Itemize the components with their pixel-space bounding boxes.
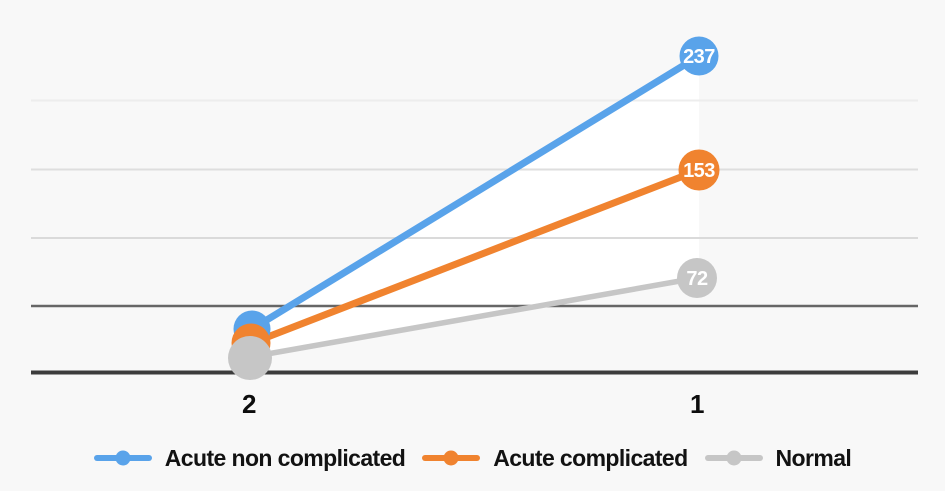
legend-marker-blue-icon <box>93 450 152 466</box>
chart-legend: Acute non complicated Acute complicated … <box>0 438 945 478</box>
point-marker-acute-non-complicated-x1[interactable] <box>679 36 719 76</box>
data-label-acute-non-complicated: 237 <box>683 46 715 68</box>
point-marker-acute-complicated-x1[interactable] <box>678 149 720 191</box>
x-tick-label-2: 2 <box>242 389 256 419</box>
legend-item-normal[interactable]: Normal <box>704 444 852 472</box>
series-band-fill <box>250 56 699 357</box>
legend-marker-orange-icon <box>422 450 481 466</box>
legend-label-acute-non-complicated: Acute non complicated <box>164 444 406 471</box>
legend-label-acute-complicated: Acute complicated <box>493 444 688 471</box>
plot-area: 237 153 72 2 1 <box>31 36 918 419</box>
series-line-acute-complicated <box>248 166 703 347</box>
point-marker-normal-x2[interactable] <box>228 336 272 380</box>
series-line-normal <box>247 275 700 360</box>
legend-item-acute-non-complicated[interactable]: Acute non complicated <box>93 444 406 472</box>
x-tick-label-1: 1 <box>690 389 704 419</box>
legend-item-acute-complicated[interactable]: Acute complicated <box>422 444 688 472</box>
legend-marker-gray-icon <box>704 450 763 466</box>
series-line-acute-non-complicated <box>248 52 703 333</box>
data-label-normal: 72 <box>686 268 708 290</box>
point-marker-normal-x1[interactable] <box>677 258 717 298</box>
data-label-acute-complicated: 153 <box>683 160 715 182</box>
legend-label-normal: Normal <box>775 444 852 471</box>
